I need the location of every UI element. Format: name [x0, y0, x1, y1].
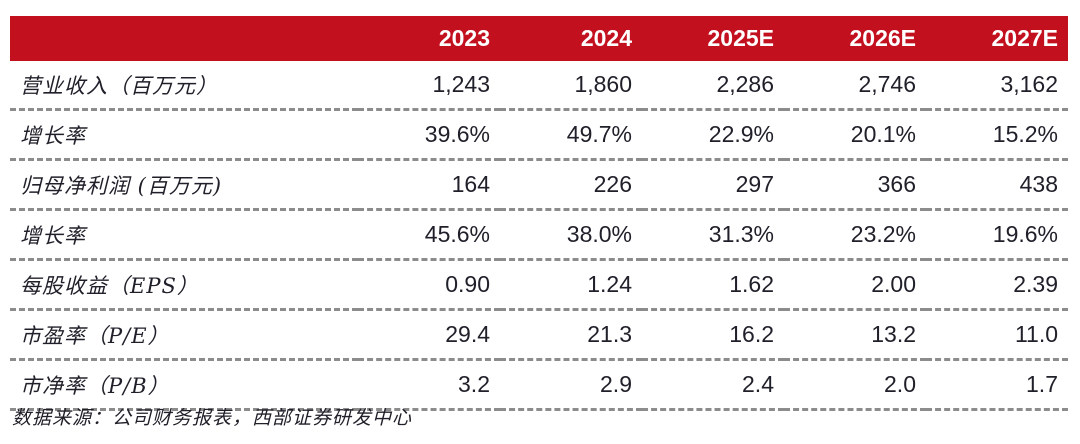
cell-value: 2,286 [642, 61, 784, 111]
cell-value: 2.0 [784, 359, 926, 411]
cell-value: 2.9 [500, 359, 642, 411]
row-label: 市盈率（P/E） [10, 309, 358, 361]
cell-value: 1.62 [642, 259, 784, 311]
cell-value: 20.1% [784, 109, 926, 161]
row-label: 市净率（P/B） [10, 359, 358, 411]
cell-value: 22.9% [642, 109, 784, 161]
table-row-profit-growth: 增长率 45.6% 38.0% 31.3% 23.2% 19.6% [10, 209, 1068, 261]
cell-value: 21.3 [500, 309, 642, 361]
row-label: 营业收入（百万元） [10, 61, 358, 111]
cell-value: 2,746 [784, 61, 926, 111]
table-row-eps: 每股收益（EPS） 0.90 1.24 1.62 2.00 2.39 [10, 259, 1068, 311]
cell-value: 1,860 [500, 61, 642, 111]
cell-value: 2.39 [926, 259, 1068, 311]
row-label: 增长率 [10, 109, 358, 161]
cell-value: 366 [784, 159, 926, 211]
cell-value: 164 [358, 159, 500, 211]
cell-value: 19.6% [926, 209, 1068, 261]
header-year-2026e: 2026E [784, 16, 926, 61]
header-year-2025e: 2025E [642, 16, 784, 61]
row-label: 归母净利润 (百万元) [10, 159, 358, 211]
cell-value: 23.2% [784, 209, 926, 261]
header-year-2023: 2023 [358, 16, 500, 61]
cell-value: 1.7 [926, 359, 1068, 411]
cell-value: 2.00 [784, 259, 926, 311]
cell-value: 13.2 [784, 309, 926, 361]
cell-value: 29.4 [358, 309, 500, 361]
row-label: 增长率 [10, 209, 358, 261]
cell-value: 3,162 [926, 61, 1068, 111]
cell-value: 16.2 [642, 309, 784, 361]
cell-value: 1.24 [500, 259, 642, 311]
table-row-net-profit: 归母净利润 (百万元) 164 226 297 366 438 [10, 159, 1068, 211]
header-year-2027e: 2027E [926, 16, 1068, 61]
cell-value: 297 [642, 159, 784, 211]
cell-value: 38.0% [500, 209, 642, 261]
cell-value: 49.7% [500, 109, 642, 161]
table-header-row: 2023 2024 2025E 2026E 2027E [10, 16, 1068, 61]
cell-value: 45.6% [358, 209, 500, 261]
table-row-revenue-growth: 增长率 39.6% 49.7% 22.9% 20.1% 15.2% [10, 109, 1068, 161]
row-label: 每股收益（EPS） [10, 259, 358, 311]
cell-value: 0.90 [358, 259, 500, 311]
cell-value: 39.6% [358, 109, 500, 161]
table-row-revenue: 营业收入（百万元） 1,243 1,860 2,286 2,746 3,162 [10, 61, 1068, 111]
table-row-pe: 市盈率（P/E） 29.4 21.3 16.2 13.2 11.0 [10, 309, 1068, 361]
header-year-2024: 2024 [500, 16, 642, 61]
cell-value: 2.4 [642, 359, 784, 411]
cell-value: 31.3% [642, 209, 784, 261]
cell-value: 3.2 [358, 359, 500, 411]
financial-forecast-table: 2023 2024 2025E 2026E 2027E 营业收入（百万元） 1,… [10, 16, 1068, 411]
cell-value: 1,243 [358, 61, 500, 111]
cell-value: 226 [500, 159, 642, 211]
cell-value: 438 [926, 159, 1068, 211]
header-corner-cell [10, 16, 358, 61]
data-source-note: 数据来源：公司财务报表，西部证券研发中心 [12, 407, 413, 429]
cell-value: 15.2% [926, 109, 1068, 161]
cell-value: 11.0 [926, 309, 1068, 361]
table-row-pb: 市净率（P/B） 3.2 2.9 2.4 2.0 1.7 [10, 359, 1068, 411]
